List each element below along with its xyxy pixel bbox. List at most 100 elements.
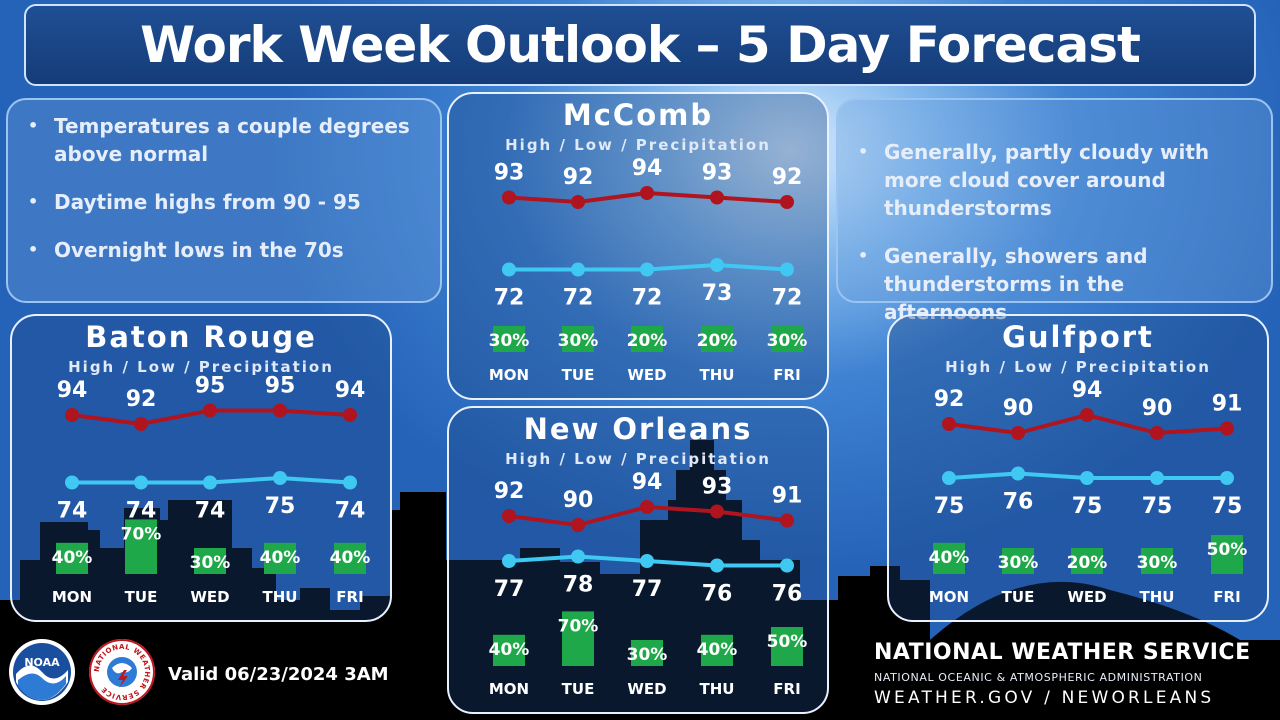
precip-label: 40% <box>330 548 371 568</box>
city-name: Baton Rouge <box>85 320 317 354</box>
low-temp-label: 73 <box>702 281 733 306</box>
high-temp-point <box>942 417 956 431</box>
low-temp-point <box>710 258 724 272</box>
high-temp-point <box>640 500 654 514</box>
precip-bar <box>631 326 663 352</box>
city-subtitle: High / Low / Precipitation <box>505 450 771 468</box>
day-label: TUE <box>125 588 158 606</box>
day-label: MON <box>489 366 529 384</box>
precip-label: 50% <box>1207 540 1248 560</box>
forecast-chart: 93 72 30% MON 92 72 30% TUE 94 72 20% WED 93 73 20% THU… <box>489 156 808 384</box>
precip-label: 40% <box>929 548 970 568</box>
high-temp-point <box>640 186 654 200</box>
day-label: TUE <box>1002 588 1035 606</box>
high-temp-point <box>710 190 724 205</box>
city-subtitle: High / Low / Precipitation <box>68 358 334 376</box>
low-temp-label: 78 <box>563 573 594 598</box>
day-label: WED <box>190 588 229 606</box>
day-label: FRI <box>773 680 800 698</box>
low-temp-label: 74 <box>57 499 88 524</box>
high-temp-point <box>1220 421 1234 436</box>
city-panel-baton-rouge: Baton Rouge High / Low / Precipitation 9… <box>10 314 392 622</box>
high-temp-point <box>65 408 79 422</box>
precip-bar <box>771 627 803 666</box>
low-temp-point <box>571 549 585 564</box>
high-temp-point <box>134 417 148 431</box>
precip-bar <box>56 542 88 574</box>
high-temp-label: 91 <box>1212 392 1243 417</box>
low-temp-point <box>65 475 79 490</box>
page-title: Work Week Outlook – 5 Day Forecast <box>140 16 1141 74</box>
high-temp-point <box>710 504 724 519</box>
city-subtitle: High / Low / Precipitation <box>945 358 1211 376</box>
low-temp-label: 76 <box>1003 490 1034 515</box>
precip-label: 70% <box>558 616 599 636</box>
precip-label: 40% <box>260 548 301 568</box>
precip-label: 20% <box>1067 553 1108 573</box>
day-label: THU <box>1140 588 1175 606</box>
parent-agency: NATIONAL OCEANIC & ATMOSPHERIC ADMINISTR… <box>874 671 1203 684</box>
low-temp-label: 75 <box>934 494 965 519</box>
low-temp-label: 74 <box>195 499 226 524</box>
high-temp-label: 92 <box>126 387 157 412</box>
high-temp-label: 93 <box>702 161 733 186</box>
city-panel-mccomb: McComb High / Low / Precipitation 93 72 30… <box>447 92 829 400</box>
precip-bar <box>334 542 366 574</box>
day-label: MON <box>52 588 92 606</box>
low-temp-point <box>502 262 516 277</box>
precip-bar <box>125 519 157 574</box>
high-temp-label: 90 <box>563 488 594 513</box>
forecast-chart: 947440%MON927470%TUE957430%WED957540%THU… <box>52 374 371 607</box>
website-link[interactable]: WEATHER.GOV / NEWORLEANS <box>874 688 1215 708</box>
day-label: WED <box>1067 588 1106 606</box>
high-temp-point <box>1080 408 1094 422</box>
high-temp-point <box>502 509 516 523</box>
high-temp-label: 91 <box>772 484 803 509</box>
high-temp-label: 93 <box>494 161 525 186</box>
precip-bar <box>1071 548 1103 574</box>
precip-label: 30% <box>627 645 668 665</box>
forecast-chart: 92 77 40% MON 90 78 70% TUE 94 77 30% WED 93 76 40% THU… <box>489 470 808 698</box>
low-temp-label: 74 <box>126 499 157 524</box>
low-temp-point <box>780 558 794 573</box>
forecast-chart: 92 75 40% MON 90 76 30% TUE 94 75 20% WED 90 75 30% THU… <box>929 378 1248 606</box>
precip-bar <box>631 640 663 666</box>
agency-name: NATIONAL WEATHER SERVICE <box>874 640 1251 665</box>
low-temp-point <box>640 554 654 568</box>
precip-bar <box>701 634 733 666</box>
low-temp-point <box>1150 471 1164 485</box>
low-temp-label: 75 <box>1212 494 1243 519</box>
day-label: TUE <box>562 680 595 698</box>
low-temp-label: 76 <box>702 582 733 607</box>
city-name: New Orleans <box>523 412 753 446</box>
precip-bar <box>1211 535 1243 574</box>
precip-bar <box>194 548 226 574</box>
precip-bar <box>493 634 525 666</box>
precip-bar <box>493 326 525 352</box>
high-temp-label: 94 <box>335 378 366 403</box>
note-item: Temperatures a couple degrees above norm… <box>24 112 420 168</box>
precip-label: 30% <box>1137 553 1178 573</box>
day-label: TUE <box>562 366 595 384</box>
low-temp-label: 72 <box>632 286 663 311</box>
low-temp-point <box>710 558 724 573</box>
note-item: Generally, partly cloudy with more cloud… <box>854 138 1251 222</box>
precip-label: 20% <box>697 331 738 351</box>
high-temp-label: 94 <box>1072 378 1103 403</box>
high-temp-point <box>780 195 794 209</box>
day-label: FRI <box>773 366 800 384</box>
note-item: Overnight lows in the 70s <box>24 236 420 264</box>
high-temp-point <box>273 403 287 418</box>
precip-bar <box>771 326 803 352</box>
nws-logo-icon: NATIONAL WEATHER SERVICE <box>88 638 156 706</box>
high-temp-label: 95 <box>265 374 296 399</box>
high-temp-label: 94 <box>632 156 663 181</box>
low-temp-point <box>571 262 585 277</box>
day-label: THU <box>263 588 298 606</box>
precip-bar <box>701 326 733 352</box>
precip-label: 40% <box>489 640 530 660</box>
high-temp-point <box>1011 426 1025 440</box>
day-label: MON <box>489 680 529 698</box>
noaa-logo-icon: NOAA <box>8 638 76 706</box>
day-label: THU <box>700 680 735 698</box>
